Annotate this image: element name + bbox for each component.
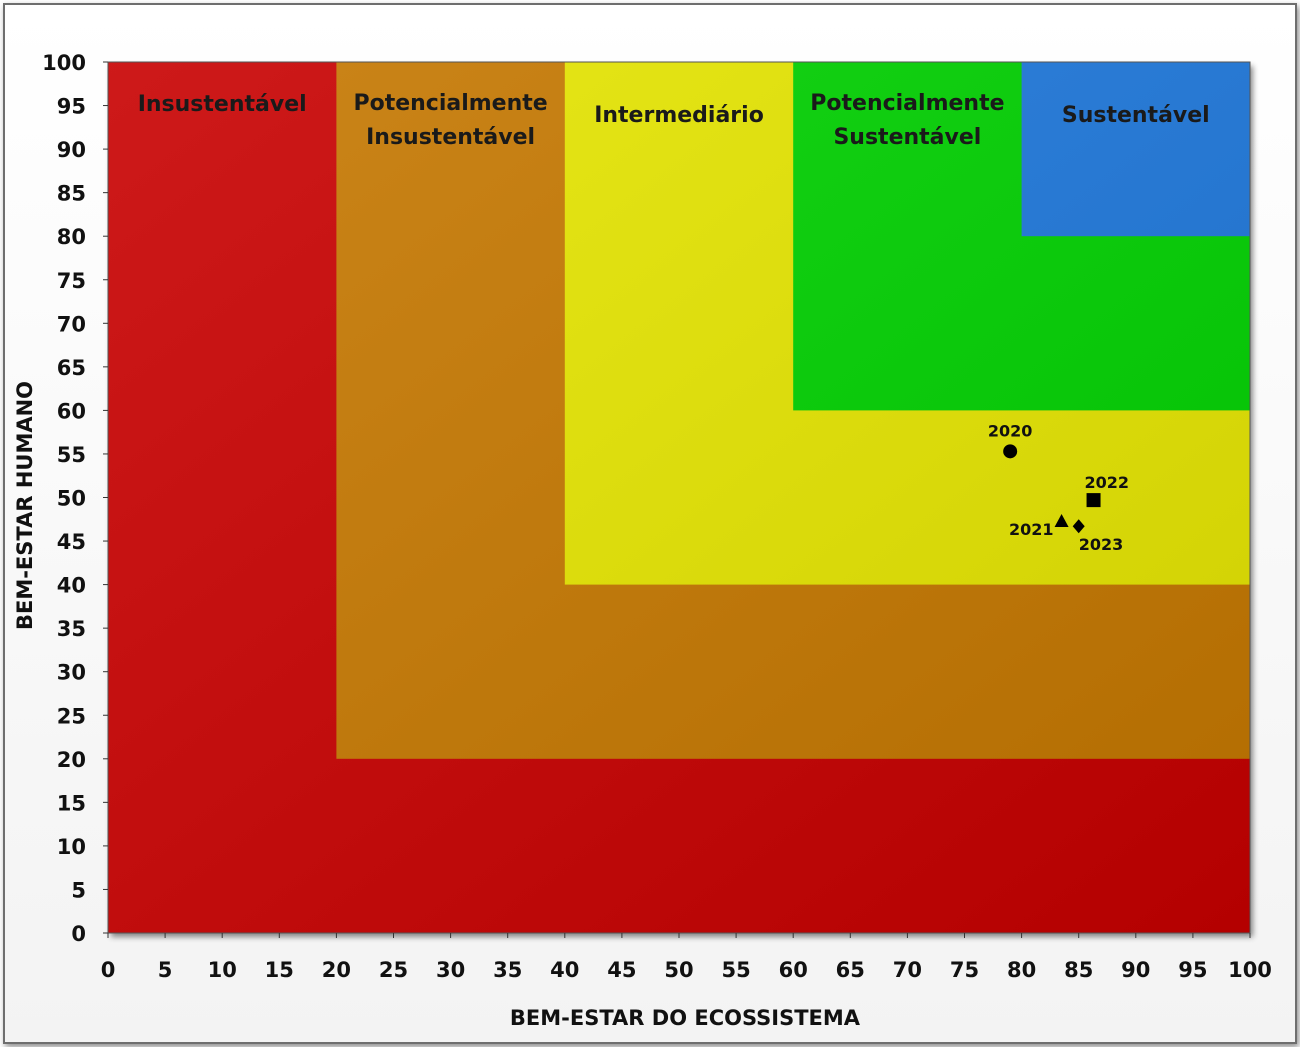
zone-label-1-0: Potencialmente [353,91,547,116]
x-tick-label-60: 60 [779,958,808,982]
x-tick-label-0: 0 [101,958,116,982]
y-tick-label-100: 100 [42,51,86,75]
data-points: 2020 2021 2022 2023 [988,421,1129,554]
x-tick-label-25: 25 [379,958,408,982]
x-tick-label-10: 10 [208,958,237,982]
point-2022 [1086,493,1101,508]
x-tick-label-55: 55 [721,958,750,982]
plot-area [107,61,1251,934]
point-2020-label: 2020 [988,421,1033,440]
x-axis: 0 5 10 15 20 25 30 35 40 45 50 55 60 65 70 75 80 85 90 95 10… [101,933,1272,982]
x-tick-label-65: 65 [836,958,865,982]
y-axis-title: BEM-ESTAR HUMANO [13,381,37,630]
point-2021-label: 2021 [1009,520,1054,539]
zone-label-3-1: Sustentável [833,125,981,150]
x-tick-label-90: 90 [1121,958,1150,982]
x-axis-title: BEM-ESTAR DO ECOSSISTEMA [510,1006,861,1030]
y-tick-label-30: 30 [57,661,86,685]
zone-label-4-0: Sustentável [1062,103,1210,128]
point-2023-label: 2023 [1079,535,1124,554]
y-tick-label-75: 75 [57,269,86,293]
point-2020 [1003,444,1018,459]
zone-label-0-0: Insustentável [138,92,307,117]
x-tick-label-40: 40 [550,958,579,982]
point-2023 [1072,519,1085,534]
y-tick-label-70: 70 [57,312,86,336]
y-tick-label-65: 65 [57,356,86,380]
x-tick-label-95: 95 [1178,958,1207,982]
point-2021 [1054,514,1069,528]
y-tick-label-50: 50 [57,487,86,511]
y-tick-label-0: 0 [71,922,86,946]
x-tick-label-30: 30 [436,958,465,982]
x-tick-label-100: 100 [1228,958,1272,982]
x-tick-label-5: 5 [158,958,173,982]
y-tick-label-35: 35 [57,617,86,641]
zone-labels: Insustentável Potencialmente Insustentável… [138,91,1210,150]
x-tick-label-45: 45 [607,958,636,982]
y-tick-label-5: 5 [71,878,86,902]
x-tick-label-70: 70 [893,958,922,982]
zone-label-2-0: Intermediário [594,103,764,128]
y-tick-label-10: 10 [57,835,86,859]
x-tick-label-35: 35 [493,958,522,982]
x-tick-label-20: 20 [322,958,351,982]
y-tick-label-40: 40 [57,574,86,598]
y-tick-label-85: 85 [57,182,86,206]
plot-shading [108,62,1250,933]
y-tick-label-15: 15 [57,791,86,815]
y-tick-label-60: 60 [57,399,86,423]
x-tick-label-15: 15 [265,958,294,982]
x-tick-label-80: 80 [1007,958,1036,982]
x-tick-label-75: 75 [950,958,979,982]
y-axis: 0 5 10 15 20 25 30 35 40 45 50 55 60 65 70 75 80 85 90 95 10… [42,51,108,946]
zone-label-3-0: Potencialmente [810,91,1004,116]
x-tick-label-50: 50 [664,958,693,982]
y-tick-label-25: 25 [57,704,86,728]
y-tick-label-20: 20 [57,748,86,772]
y-tick-label-90: 90 [57,138,86,162]
y-tick-label-45: 45 [57,530,86,554]
y-tick-label-80: 80 [57,225,86,249]
point-2022-label: 2022 [1085,473,1130,492]
x-tick-label-85: 85 [1064,958,1093,982]
y-tick-label-95: 95 [57,95,86,119]
y-tick-label-55: 55 [57,443,86,467]
zone-label-1-1: Insustentável [366,125,535,150]
